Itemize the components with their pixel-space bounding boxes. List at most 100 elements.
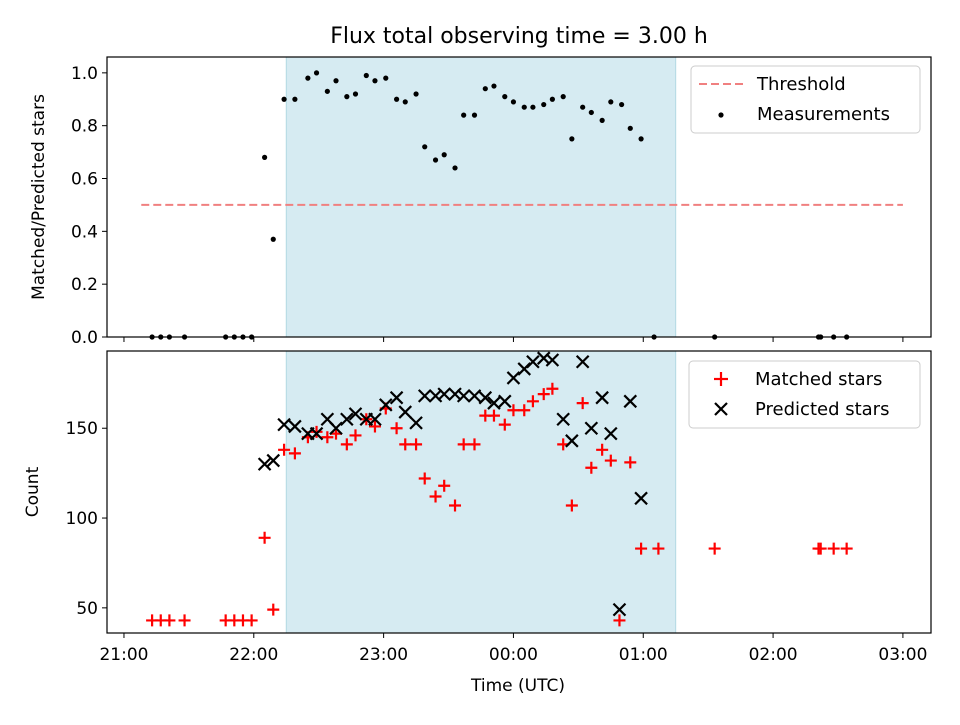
measurement-point xyxy=(627,125,633,131)
measurement-point xyxy=(305,75,311,81)
measurement-point xyxy=(372,78,378,84)
predicted-stars-point xyxy=(417,389,432,403)
matched-stars-point xyxy=(518,404,531,417)
matched-stars-point xyxy=(429,490,442,503)
matched-stars-point xyxy=(652,542,665,555)
measurement-point xyxy=(281,96,287,102)
y-tick-label: 150 xyxy=(66,419,98,439)
observing-window-shade xyxy=(285,56,677,338)
predicted-stars-point xyxy=(309,426,324,441)
count-panel-frame xyxy=(106,350,932,634)
predicted-stars-point xyxy=(487,396,501,410)
y-tick-label: 100 xyxy=(66,509,98,529)
predicted-stars-point xyxy=(288,419,302,434)
measurement-point xyxy=(422,144,428,150)
y-tick-label: 0.4 xyxy=(71,222,98,242)
measurement-point xyxy=(569,136,575,142)
predicted-stars-point xyxy=(409,416,423,430)
x-tick-label: 23:00 xyxy=(359,645,408,665)
matched-stars-point xyxy=(624,456,637,469)
ratio-y-axis-label: Matched/Predicted stars xyxy=(29,94,49,300)
measurement-point xyxy=(461,112,467,118)
matched-stars-point xyxy=(537,388,550,401)
chart-title: Flux total observing time = 3.00 h xyxy=(330,24,708,49)
measurement-point xyxy=(482,86,488,92)
matched-stars-point xyxy=(576,397,589,410)
predicted-stars-point xyxy=(348,407,363,421)
predicted-stars-point xyxy=(277,417,291,432)
matched-stars-point xyxy=(708,542,721,555)
measurement-point xyxy=(521,104,527,110)
matched-stars-point xyxy=(258,531,271,544)
predicted-stars-point xyxy=(389,390,404,405)
predicted-stars-point xyxy=(379,398,393,412)
matched-stars-point xyxy=(546,382,559,395)
matched-stars-point xyxy=(418,472,431,485)
measurement-point xyxy=(363,72,369,79)
matched-stars-point xyxy=(410,438,423,451)
y-tick-label: 0.0 xyxy=(71,328,98,348)
ratio-legend-box xyxy=(690,65,921,134)
predicted-stars-point xyxy=(565,434,579,448)
matched-stars-point xyxy=(507,404,520,417)
count-panel-marks xyxy=(146,351,853,627)
measurement-point xyxy=(344,94,350,100)
matched-stars-point xyxy=(399,438,412,451)
matched-stars-point xyxy=(321,431,334,444)
matched-stars-point xyxy=(310,425,323,438)
matched-stars-point xyxy=(163,614,176,627)
measurement-point xyxy=(510,99,517,105)
predicted-stars-point xyxy=(595,390,609,405)
matched-stars-point xyxy=(340,438,353,451)
ratio-panel-frame xyxy=(106,56,932,338)
measurement-point xyxy=(313,70,320,76)
count-y-axis-label: Count xyxy=(23,466,43,517)
matched-stars-point xyxy=(449,499,462,512)
measurement-point xyxy=(413,91,419,97)
y-tick-label: 0.8 xyxy=(71,117,98,137)
y-tick-label: 50 xyxy=(76,599,98,619)
predicted-stars-point xyxy=(623,394,638,409)
predicted-stars-point xyxy=(340,412,354,427)
predicted-stars-point xyxy=(526,354,540,369)
predicted-stars-point xyxy=(437,387,451,401)
ratio-legend: Threshold Measurements xyxy=(690,65,921,134)
predicted-stars-point xyxy=(467,389,482,403)
measurement-point xyxy=(502,94,508,100)
matched-stars-point xyxy=(245,614,258,627)
x-tick-label: 01:00 xyxy=(619,645,668,665)
measurement-point xyxy=(393,96,400,102)
measurement-point xyxy=(619,101,625,108)
x-axis-label: Time (UTC) xyxy=(470,676,565,696)
predicted-stars-point xyxy=(478,390,493,405)
matched-stars-point xyxy=(526,395,539,408)
measurements-legend-swatch xyxy=(718,112,724,118)
matched-stars-point xyxy=(814,542,827,555)
measurement-point xyxy=(580,104,586,110)
measurement-point xyxy=(549,96,555,102)
measurement-point xyxy=(541,101,547,108)
measurement-point xyxy=(270,236,276,242)
matched-stars-point xyxy=(267,603,280,616)
measurement-point xyxy=(333,78,339,84)
measurement-point xyxy=(262,154,268,160)
count-panel-ticks: 50 100 150 21:00 22:00 23:00 00:00 01:00 02:00 03… xyxy=(66,419,928,665)
predicted-stars-point xyxy=(634,491,648,506)
predicted-stars-point xyxy=(506,371,521,385)
measurement-point xyxy=(292,96,298,102)
predicted-stars-point xyxy=(584,421,599,436)
matched-stars-point xyxy=(178,614,191,627)
measurement-point xyxy=(608,99,614,105)
measurement-point xyxy=(441,152,447,158)
y-tick-label: 0.2 xyxy=(71,275,98,295)
predicted-stars-point xyxy=(545,353,560,367)
measurement-point xyxy=(471,112,478,118)
matched-stars-point xyxy=(390,422,403,435)
matched-stars-point xyxy=(565,499,578,512)
predicted-stars-point xyxy=(604,426,618,441)
matched-stars-point xyxy=(596,443,609,456)
predicted-stars-point xyxy=(556,412,570,427)
matched-stars-point xyxy=(613,614,626,627)
matched-stars-point xyxy=(840,542,853,555)
